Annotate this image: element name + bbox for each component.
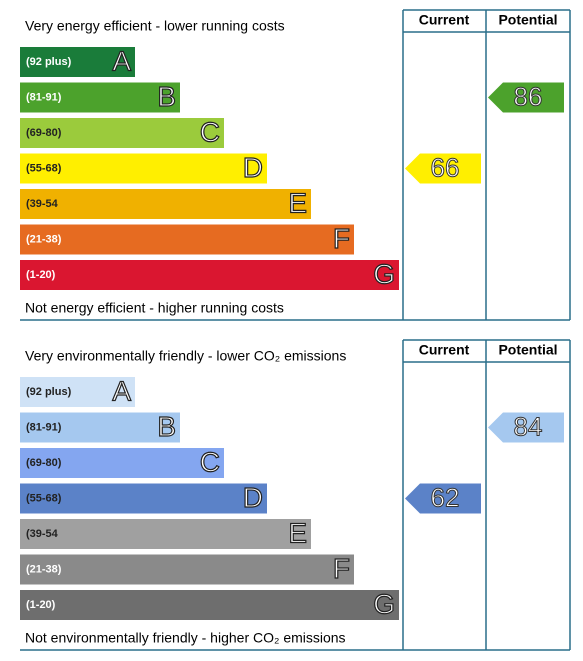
column-header: Potential	[498, 12, 557, 28]
band-range: (1-20)	[26, 599, 56, 611]
rating-band	[20, 189, 311, 219]
rating-band	[20, 554, 354, 585]
rating-band	[20, 412, 180, 443]
band-range: (69-80)	[26, 457, 62, 469]
band-range: (39-54	[26, 198, 59, 210]
rating-band	[20, 82, 180, 113]
band-letter: D	[243, 482, 263, 513]
band-range: (92 plus)	[26, 386, 72, 398]
band-letter: D	[243, 152, 263, 183]
band-range: (55-68)	[26, 492, 62, 504]
band-letter: A	[112, 45, 131, 76]
potential-rating-label: 84	[514, 411, 543, 441]
rating-band	[20, 483, 267, 514]
column-header: Current	[419, 12, 470, 28]
band-range: (21-38)	[26, 233, 62, 245]
band-letter: B	[157, 81, 176, 112]
band-letter: B	[157, 411, 176, 442]
potential-rating	[488, 412, 564, 443]
band-range: (39-54	[26, 528, 59, 540]
rating-band	[20, 519, 311, 549]
band-letter: A	[112, 375, 131, 406]
band-range: (21-38)	[26, 563, 62, 575]
column-header: Current	[419, 342, 470, 358]
band-letter: G	[373, 258, 395, 289]
rating-band	[20, 153, 267, 184]
band-letter: E	[288, 517, 307, 548]
band-letter: E	[288, 187, 307, 218]
rating-band	[20, 260, 399, 290]
current-rating	[405, 153, 481, 184]
bottom-caption: Not energy efficient - higher running co…	[25, 300, 284, 316]
band-range: (1-20)	[26, 269, 56, 281]
current-rating-label: 66	[431, 152, 460, 182]
rating-band	[20, 118, 224, 148]
rating-band	[20, 377, 135, 407]
band-letter: C	[200, 116, 220, 147]
current-rating-label: 62	[431, 482, 460, 512]
column-header: Potential	[498, 342, 557, 358]
bottom-caption: Not environmentally friendly - higher CO…	[25, 630, 346, 646]
band-range: (81-91)	[26, 91, 62, 103]
band-range: (81-91)	[26, 421, 62, 433]
band-letter: F	[333, 223, 350, 254]
potential-rating-label: 86	[514, 81, 543, 111]
band-letter: F	[333, 553, 350, 584]
rating-band	[20, 448, 224, 478]
top-caption: Very environmentally friendly - lower CO…	[25, 348, 346, 364]
rating-band	[20, 47, 135, 77]
band-letter: G	[373, 588, 395, 619]
current-rating	[405, 483, 481, 514]
top-caption: Very energy efficient - lower running co…	[25, 18, 285, 34]
band-range: (55-68)	[26, 162, 62, 174]
band-range: (69-80)	[26, 127, 62, 139]
band-range: (92 plus)	[26, 56, 72, 68]
rating-band	[20, 224, 354, 255]
band-letter: C	[200, 446, 220, 477]
rating-band	[20, 590, 399, 620]
potential-rating	[488, 82, 564, 113]
